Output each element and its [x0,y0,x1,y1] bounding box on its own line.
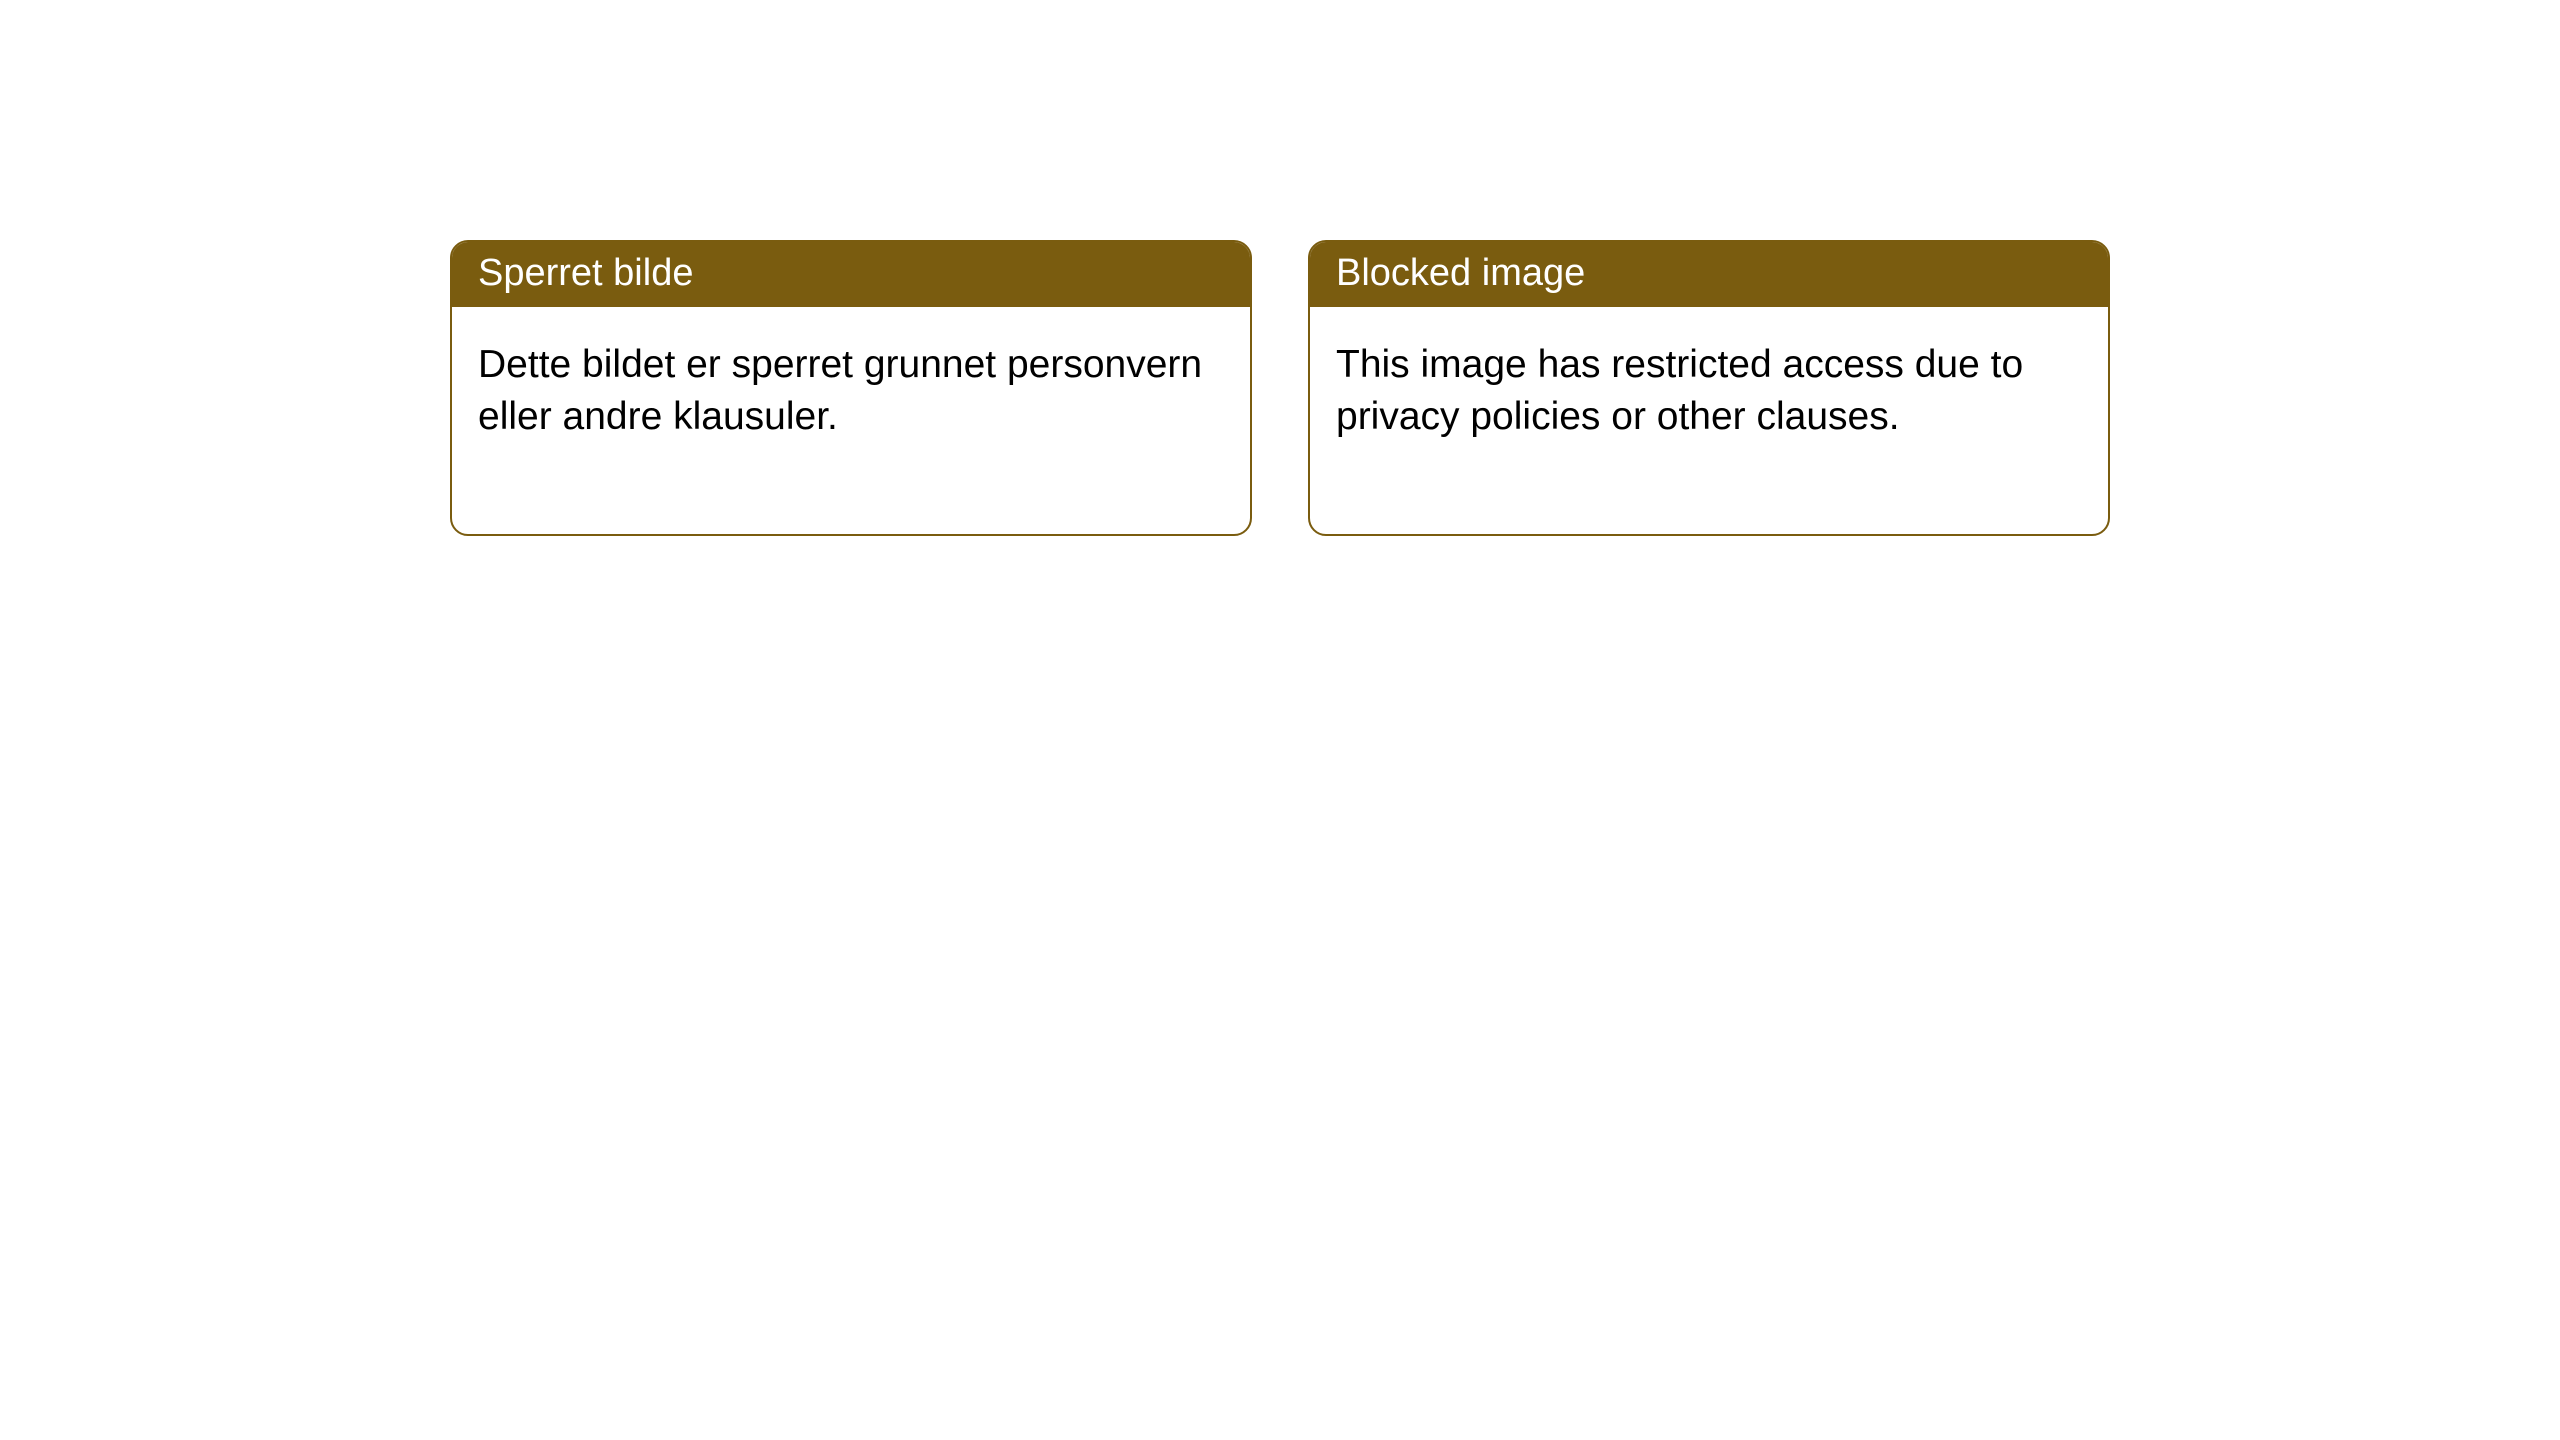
notice-card-norwegian: Sperret bilde Dette bildet er sperret gr… [450,240,1252,536]
card-body: This image has restricted access due to … [1310,307,2108,534]
card-body: Dette bildet er sperret grunnet personve… [452,307,1250,534]
notice-card-english: Blocked image This image has restricted … [1308,240,2110,536]
card-header: Blocked image [1310,242,2108,307]
notice-cards-container: Sperret bilde Dette bildet er sperret gr… [450,240,2110,536]
card-header: Sperret bilde [452,242,1250,307]
